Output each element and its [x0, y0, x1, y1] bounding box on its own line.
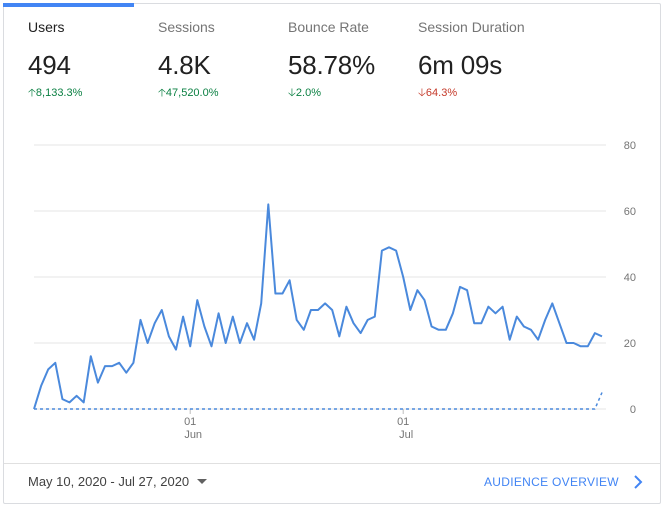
metric-tab-bounce-rate[interactable]: Bounce Rate 58.78% 🡣2.0% [288, 18, 418, 100]
metric-tab-session-duration[interactable]: Session Duration 6m 09s 🡣64.3% [418, 18, 548, 100]
metric-label: Session Duration [418, 19, 525, 35]
metric-change-value: 2.0% [295, 87, 321, 99]
date-range-selector[interactable]: May 10, 2020 - Jul 27, 2020 [28, 474, 208, 489]
date-range-label: May 10, 2020 - Jul 27, 2020 [28, 474, 190, 489]
metric-value: 494 [28, 50, 71, 80]
metric-change: 🡣2.0% [288, 86, 418, 100]
metric-tab-sessions[interactable]: Sessions 4.8K 🡡47,520.0% [158, 18, 288, 100]
metric-label: Sessions [158, 19, 215, 35]
metric-change-value: 47,520.0% [165, 87, 219, 99]
metric-change: 🡡47,520.0% [158, 86, 288, 100]
metric-tab-users[interactable]: Users 494 🡡8,133.3% [28, 18, 158, 100]
arrow-up-icon: 🡡 [158, 87, 166, 99]
x-tick-label-month: Jul [399, 429, 413, 441]
arrow-up-icon: 🡡 [28, 87, 36, 99]
metric-change: 🡣64.3% [418, 86, 548, 100]
metric-label: Users [28, 19, 65, 35]
arrow-down-icon: 🡣 [288, 87, 296, 99]
chevron-right-icon [634, 475, 643, 489]
x-tick-label-month: Jun [184, 429, 202, 441]
audience-overview-label: AUDIENCE OVERVIEW [484, 475, 619, 489]
y-tick-label: 0 [630, 404, 636, 416]
x-tick-label-day: 01 [397, 416, 409, 428]
arrow-down-icon: 🡣 [418, 87, 426, 99]
y-tick-label: 60 [624, 206, 636, 218]
caret-down-icon [197, 479, 208, 484]
audience-overview-link[interactable]: AUDIENCE OVERVIEW [484, 474, 643, 490]
metric-value: 6m 09s [418, 50, 503, 80]
metric-label: Bounce Rate [288, 19, 369, 35]
metric-value: 4.8K [158, 50, 211, 80]
active-tab-indicator [3, 3, 134, 7]
audience-overview-card [3, 3, 661, 504]
metric-change: 🡡8,133.3% [28, 86, 158, 100]
y-tick-label: 80 [624, 140, 636, 152]
users-series-line [33, 203, 603, 410]
metric-change-value: 64.3% [425, 87, 458, 99]
y-tick-label: 40 [624, 272, 636, 284]
x-tick-label-day: 01 [184, 416, 196, 428]
footer-divider [4, 463, 660, 464]
y-tick-label: 20 [624, 338, 636, 350]
metric-change-value: 8,133.3% [35, 87, 83, 99]
comparison-series-line [34, 392, 603, 410]
metric-value: 58.78% [288, 50, 375, 80]
